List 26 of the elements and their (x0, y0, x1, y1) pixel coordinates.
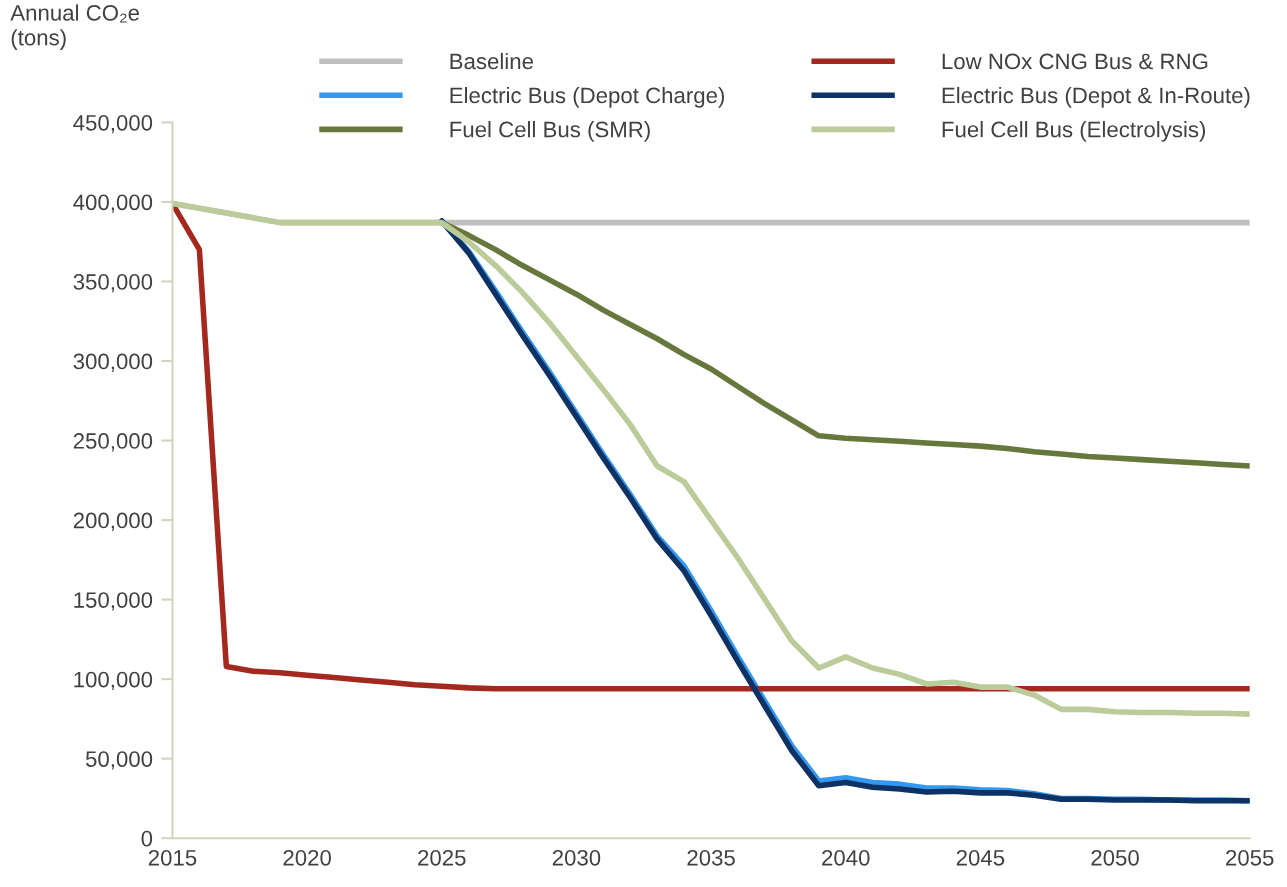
legend-label: Fuel Cell Bus (Electrolysis) (942, 121, 1206, 142)
x-tick-label: 2040 (822, 849, 870, 866)
legend-label: Baseline (450, 52, 533, 70)
y-tick-label: 400,000 (73, 194, 153, 213)
x-tick-label: 2025 (418, 849, 466, 866)
x-tick-label: 2020 (283, 849, 331, 866)
legend-label: Electric Bus (Depot & In-Route) (942, 86, 1250, 108)
x-tick-label: 2045 (956, 849, 1005, 866)
x-tick-label: 2015 (148, 849, 197, 866)
y-tick-label: 0 (141, 830, 153, 847)
y-tick-label: 50,000 (85, 751, 153, 770)
y-tick-label: 150,000 (74, 592, 153, 611)
y-tick-label: 450,000 (73, 114, 153, 134)
legend-label: Fuel Cell Bus (SMR) (450, 121, 650, 142)
y-tick-label: 250,000 (73, 433, 153, 452)
y-tick-label: 350,000 (73, 274, 153, 293)
legend-label: Low NOx CNG Bus & RNG (942, 53, 1208, 70)
y-axis-title: Annual CO₂e (tons) (10, 4, 139, 50)
x-tick-label: 2050 (1091, 849, 1139, 866)
legend-label: Electric Bus (Depot Charge) (450, 86, 724, 108)
y-tick-label: 100,000 (74, 671, 153, 691)
y-tick-label: 200,000 (73, 512, 153, 531)
y-tick-label: 300,000 (73, 353, 153, 372)
x-tick-label: 2030 (552, 849, 601, 866)
x-tick-label: 2035 (687, 849, 735, 866)
x-tick-label: 2055 (1226, 849, 1274, 866)
